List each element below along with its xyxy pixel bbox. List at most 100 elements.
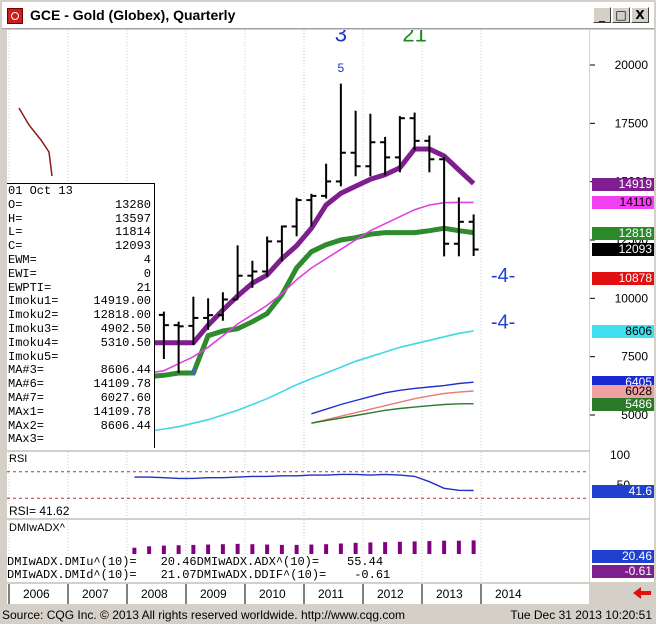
- rsi-value-tag: 41.6: [592, 484, 654, 498]
- dmid-label: DMIwADX.DMId^(10)=: [7, 568, 137, 582]
- data-window-value: 14109.78: [93, 377, 151, 392]
- dmiu-value: 20.46: [160, 555, 197, 569]
- data-window-row: MAx2= 8606.44: [8, 418, 152, 433]
- data-window-row: MA#3= 8606.44: [8, 364, 152, 377]
- data-window-value: 12818.00: [93, 308, 151, 323]
- wave-label: -4-: [491, 312, 515, 334]
- maximize-button[interactable]: □: [612, 7, 630, 23]
- data-window-key: L=: [8, 225, 23, 240]
- ohlc-bar: [158, 311, 169, 359]
- ohlc-bar: [335, 83, 346, 187]
- x-tick-label: 2013: [436, 587, 463, 601]
- data-window-row: Imoku3= 4902.50: [8, 323, 152, 336]
- ohlc-bar: [188, 296, 199, 345]
- x-tick-label: 2008: [141, 587, 168, 601]
- cqg-app-icon: [7, 8, 23, 24]
- close-button[interactable]: X: [631, 7, 649, 23]
- x-tick-label: 2012: [377, 587, 404, 601]
- price-chart-svg: 3 5 21 4 -4- -4-: [8, 30, 515, 450]
- data-window-key: MAx1=: [8, 404, 45, 419]
- ohlc-bar: [350, 110, 361, 177]
- data-window-row: MAx1= 14109.78: [8, 404, 152, 419]
- x-tick-label: 2011: [318, 587, 344, 601]
- price-tag: 12818: [592, 226, 654, 240]
- scroll-left-arrow-icon[interactable]: [632, 586, 652, 600]
- x-axis-svg: 2006 2007 2008 2009 2010 2011 2012 2013 2014: [8, 584, 522, 604]
- data-window-value: 0: [143, 266, 151, 281]
- ddif-value-tag: -0.61: [592, 565, 654, 578]
- ohlc-bar: [203, 298, 214, 330]
- ohlc-bar: [424, 135, 435, 173]
- dmiu-value-tag: 20.46: [592, 550, 654, 563]
- y-axis-svg: 50007500100001250015000175002000010050: [590, 58, 649, 492]
- data-window-value: 12093: [114, 239, 151, 254]
- x-tick-label: 2014: [495, 587, 522, 601]
- rsi-chart-svg: RSI RSI= 41.62: [7, 452, 589, 518]
- data-window-row: H= 13597: [8, 211, 152, 226]
- data-window-key: C=: [8, 239, 23, 254]
- adx-label: DMIwADX.ADX^(10)=: [196, 555, 320, 569]
- ohlc-bar: [380, 136, 391, 176]
- ohlc-bar: [394, 116, 405, 173]
- data-window-key: EWM=: [8, 253, 37, 267]
- data-window-row: C= 12093: [8, 240, 152, 253]
- data-window-value: 13597: [114, 211, 151, 226]
- overlay-ma3: [134, 330, 474, 435]
- price-tag: 10878: [592, 271, 654, 285]
- x-tick-label: 2007: [82, 587, 109, 601]
- wave-label: 21: [402, 30, 426, 47]
- data-window-key: Imoku1=: [8, 294, 59, 309]
- ohlc-bar: [306, 193, 317, 227]
- footer-timestamp: Tue Dec 31 2013 10:20:51: [510, 608, 652, 622]
- data-window-value: 13280: [114, 197, 151, 212]
- window-title: GCE - Gold (Globex), Quarterly: [30, 7, 236, 23]
- price-tag: 12093: [592, 243, 654, 257]
- dmiu-label: DMIwADX.DMIu^(10)=: [7, 555, 137, 569]
- rsi-pane[interactable]: RSI RSI= 41.62: [7, 452, 589, 518]
- data-window-value: 8606.44: [100, 418, 151, 433]
- overlay-imoku2: [134, 225, 474, 381]
- x-axis: 2006 2007 2008 2009 2010 2011 2012 2013 2014: [7, 584, 589, 604]
- data-window-row: 01 Oct 13: [8, 185, 152, 198]
- rsi-pane-label: RSI: [9, 453, 27, 465]
- title-bar[interactable]: GCE - Gold (Globex), Quarterly _ □ X: [2, 2, 654, 29]
- data-window-value: 14919.00: [93, 294, 151, 309]
- ohlc-bar: [321, 163, 332, 199]
- y-axis: 50007500100001250015000175002000010050: [590, 30, 654, 582]
- source-credit: Source: CQG Inc. © 2013 All rights reser…: [2, 608, 406, 622]
- ohlc-bar: [453, 197, 464, 257]
- overlay-ma6: [311, 390, 474, 424]
- rsi-readout: RSI= 41.62: [9, 504, 70, 518]
- data-window-row: MA#6= 14109.78: [8, 378, 152, 391]
- y-tick-label: 10000: [615, 291, 649, 305]
- data-window-key: Imoku5=: [8, 349, 59, 364]
- rsi-line: [134, 473, 474, 492]
- data-window-key: MA#3=: [8, 363, 45, 378]
- data-window-value: 8606.44: [100, 363, 151, 378]
- wave-label: -4-: [491, 265, 515, 287]
- dmid-value: 21.07: [160, 568, 197, 582]
- y-tick-label: 7500: [621, 350, 648, 364]
- ohlc-bar: [468, 214, 479, 257]
- data-window-key: MA#7=: [8, 391, 45, 405]
- x-tick-label: 2006: [23, 587, 50, 601]
- data-window-key: Imoku2=: [8, 308, 59, 323]
- x-tick-label: 2009: [200, 587, 227, 601]
- data-window-key: H=: [8, 211, 23, 226]
- wave-label: 3: [335, 30, 347, 47]
- minimize-button[interactable]: _: [593, 7, 611, 23]
- data-window-row: EWM= 4: [8, 254, 152, 267]
- ohlc-bar: [247, 260, 258, 288]
- overlay-max2: [311, 381, 474, 415]
- price-tag: 6028: [592, 385, 654, 398]
- y-tick-label: 5000: [621, 408, 648, 422]
- early-trend-line: [18, 107, 53, 177]
- overlay-imoku1: [134, 146, 476, 346]
- adx-chart-svg: DMIwADX^: [8, 520, 482, 582]
- data-window-row: MA#7= 6027.60: [8, 392, 152, 405]
- adx-value: 55.44: [347, 555, 384, 569]
- price-tag: 14110: [592, 196, 654, 210]
- adx-readout-row-2: DMIwADX.DMId^(10)= 21.07DMIwADX.DDIF^(10)…: [7, 568, 391, 582]
- data-window-key: EWI=: [8, 266, 37, 281]
- data-window-key: Imoku3=: [8, 322, 59, 336]
